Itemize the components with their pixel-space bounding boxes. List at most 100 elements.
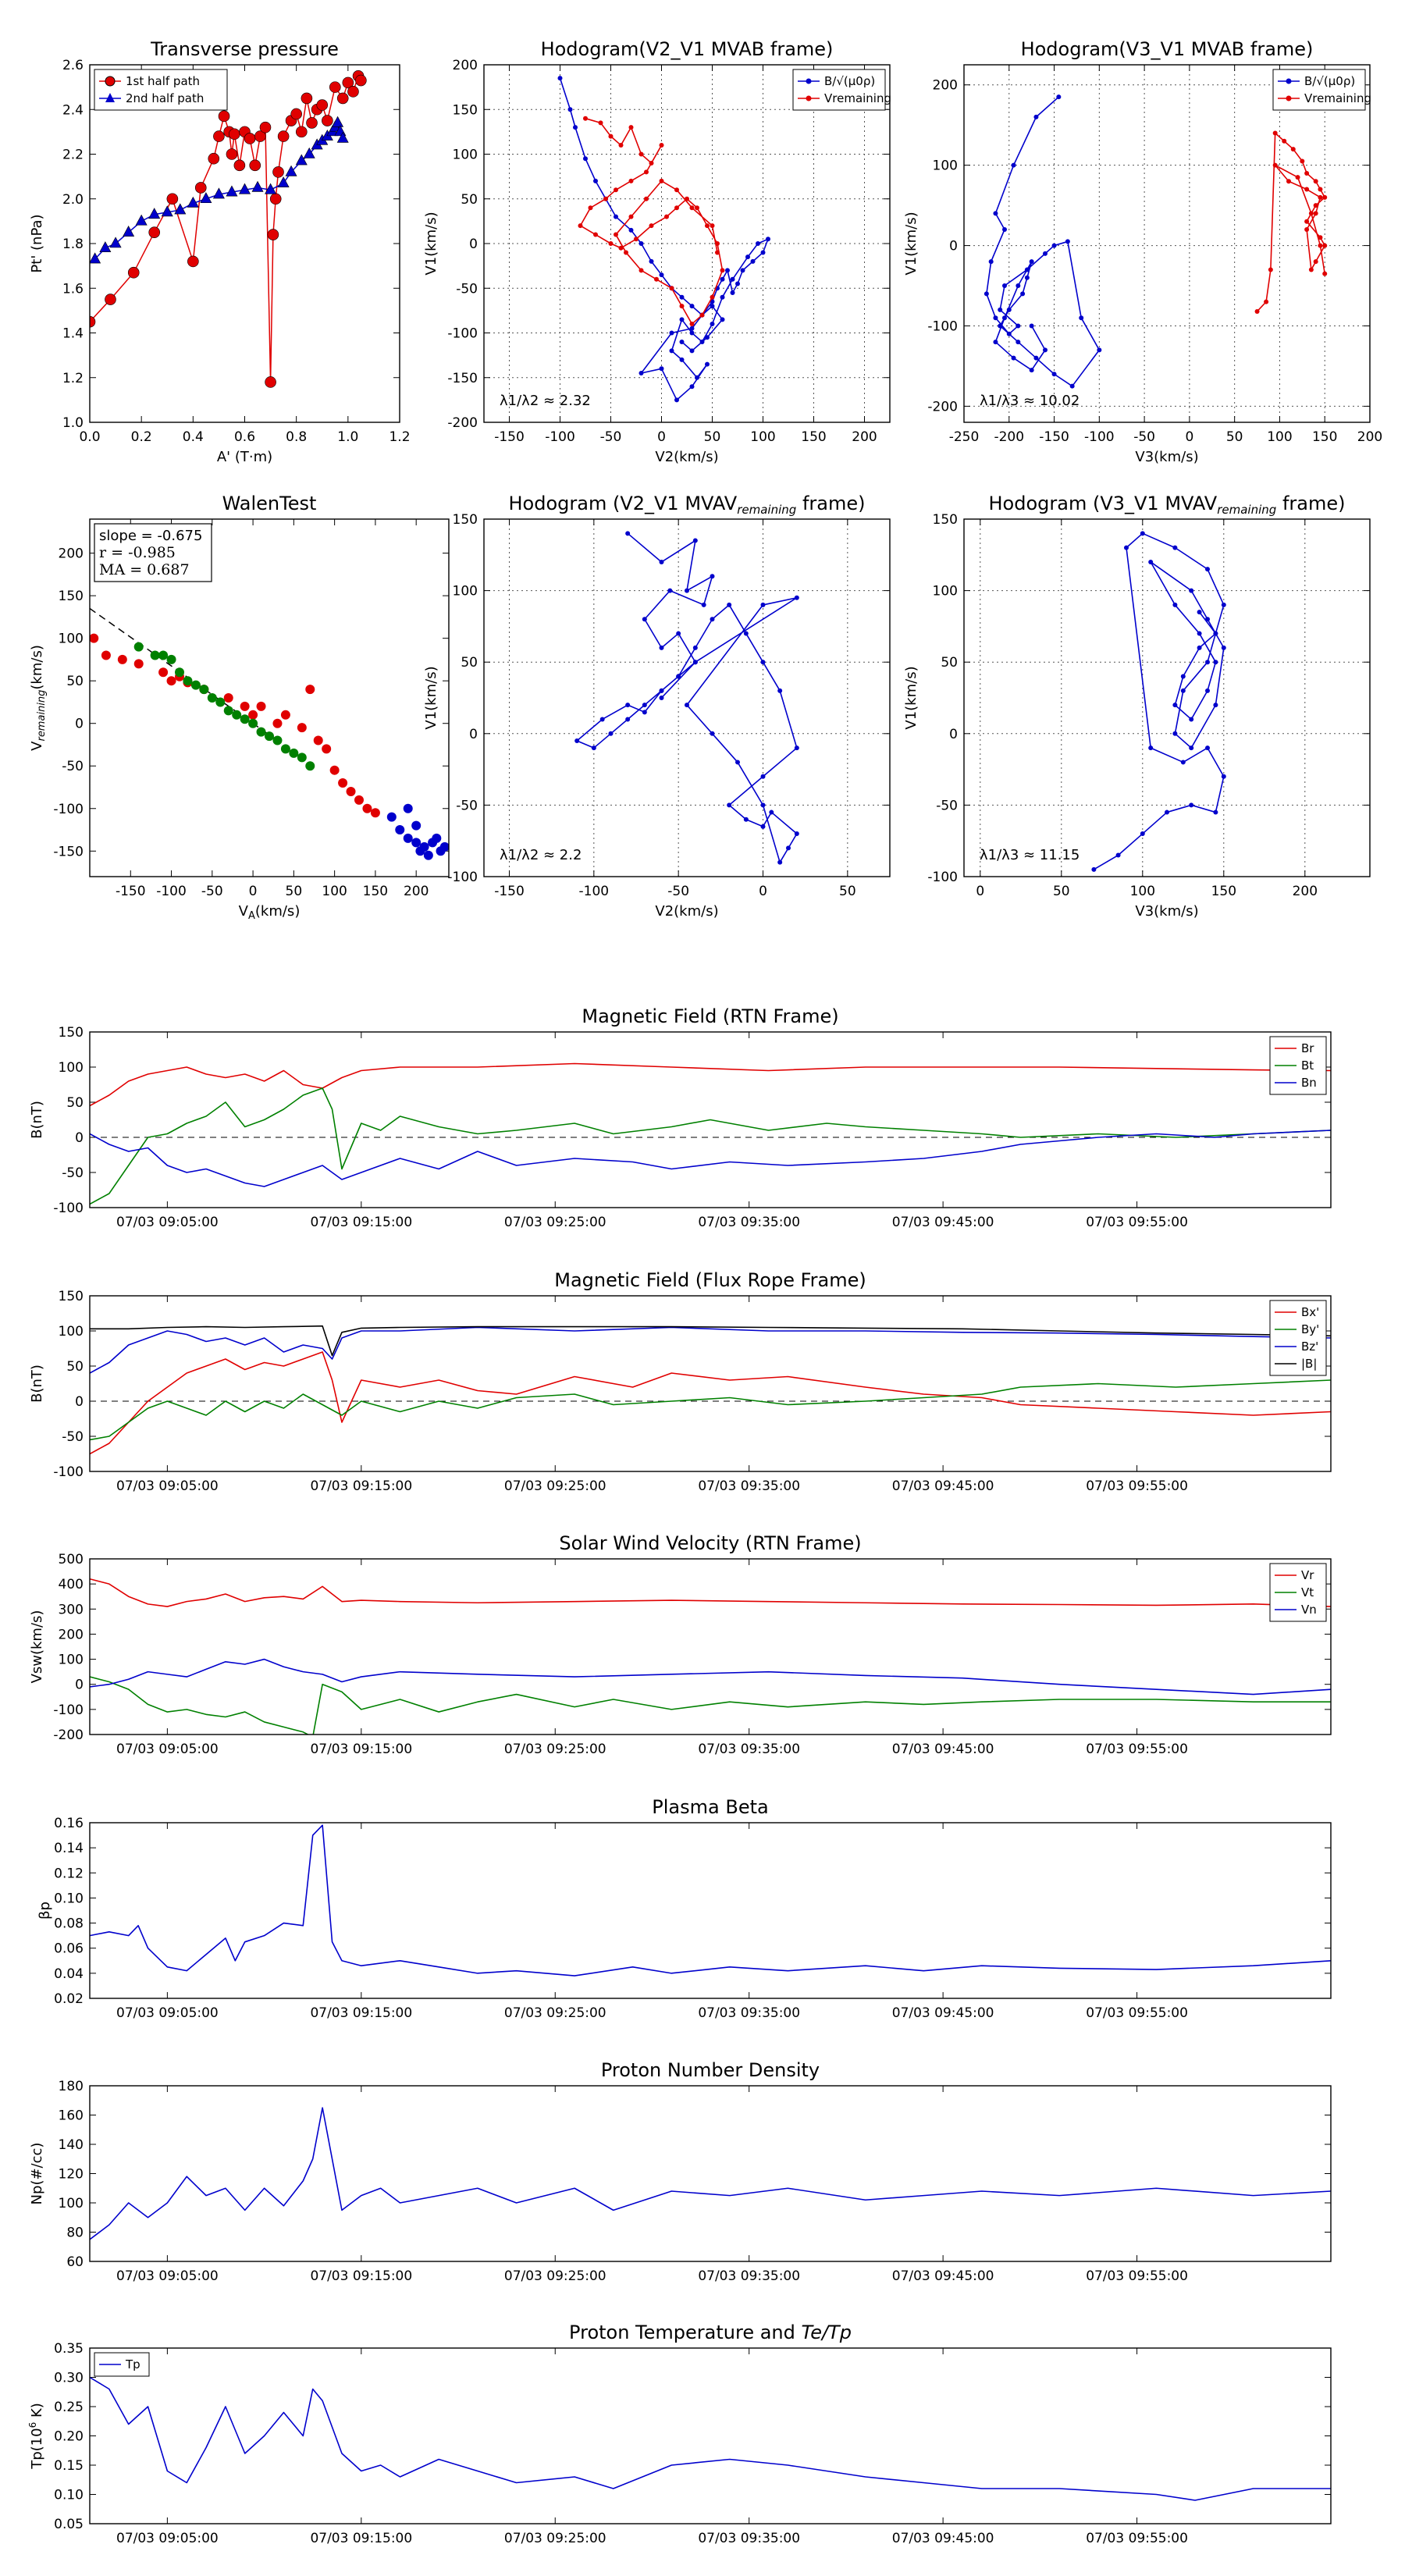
data-point [998,307,1003,312]
data-point [346,786,356,796]
data-point [760,802,766,808]
y-tick-label: 100 [59,2196,84,2211]
y-axis-label: V1(km/s) [903,212,919,275]
data-point [1322,271,1328,276]
data-point [303,147,315,158]
legend: 1st half path 2nd half path [94,69,228,111]
data-point [993,315,998,321]
data-point [295,154,308,165]
data-point [984,291,989,297]
legend-marker [105,93,115,102]
x-tick-label: 07/03 09:25:00 [504,2268,606,2284]
data-point [1290,147,1296,152]
plot-area [90,1824,1331,1976]
y-tick-label: 160 [59,2108,84,2124]
data-point [1115,852,1121,858]
data-point [689,205,695,211]
y-tick-label: -100 [53,1703,84,1718]
data-point [265,731,274,742]
data-point [213,130,225,142]
y-tick-label: 0.20 [54,2429,84,2445]
data-point [265,183,277,194]
data-point [1304,170,1310,176]
x-tick-label: -100 [1084,429,1115,445]
data-point [1016,323,1021,329]
data-point [638,268,644,273]
data-point [336,131,349,143]
data-point [1295,175,1300,180]
data-point [618,143,624,148]
data-point [1313,211,1318,216]
x-tick-label: 0 [1185,429,1193,445]
legend-label: Bz' [1301,1340,1318,1354]
data-point [644,169,649,175]
data-point [105,294,116,305]
x-tick-label: 0 [759,884,767,899]
data-point [735,281,740,286]
plot-frame [963,64,1371,423]
stats-line: r = -0.985 [99,544,176,561]
data-point [123,226,135,237]
y-tick-label: 0 [75,1394,84,1410]
legend-marker [806,78,812,84]
data-point [745,254,750,260]
data-point [322,115,333,126]
legend: Bx' By' Bz' |B| [1269,1300,1327,1376]
plot-frame [89,1822,1332,1999]
data-point [218,110,230,123]
x-tick-label: -100 [579,884,610,899]
data-point [669,348,674,354]
data-point [685,703,689,708]
data-point [290,108,302,120]
plot-frame [963,518,1371,877]
data-point [1213,660,1218,665]
x-tick-label: 07/03 09:45:00 [892,2005,994,2021]
data-point [161,205,173,217]
data-point [689,304,695,309]
data-point [1051,372,1057,377]
y-tick-label: -50 [62,1165,84,1181]
x-tick-label: 07/03 09:15:00 [310,1478,412,1494]
data-point [689,348,695,354]
series-b-0--line [986,96,1101,387]
y-tick-label: 150 [453,102,478,118]
legend-label: Tp [125,2357,140,2371]
data-point [578,223,583,229]
x-tick-label: -100 [156,884,187,899]
legend-label: Vremaining [824,91,891,105]
x-tick-label: 07/03 09:55:00 [1086,1478,1188,1494]
x-tick-label: 07/03 09:45:00 [892,2531,994,2546]
y-tick-label: 1.0 [62,415,84,431]
chart-p7: Magnetic Field (RTN Frame) 07/03 09:05:00… [29,1005,1332,1230]
data-point [256,727,266,737]
y-tick-label: -100 [53,1201,84,1216]
y-tick-label: 0.05 [54,2517,84,2532]
title-part: Hodogram (V2_V1 MVAV [509,493,738,514]
data-point [1016,283,1021,289]
y-tick-label: 200 [59,546,84,562]
series-br-line [90,1062,1331,1107]
y-tick-label: 80 [66,2226,84,2241]
y-tick-label: 1.4 [62,326,84,342]
data-point [659,143,664,148]
x-tick-label: 100 [322,884,347,899]
x-tick-label: 07/03 09:35:00 [698,2531,800,2546]
legend: B/√(μ0ρ) Vremaining [792,69,891,111]
data-point [1006,331,1012,336]
x-tick-label: 07/03 09:15:00 [310,2268,412,2284]
y-tick-label: 150 [59,1025,84,1041]
plot-frame [89,2085,1332,2262]
data-point [735,760,740,765]
data-point [676,631,681,636]
title-part: frame) [796,493,865,514]
data-point [756,241,760,246]
y-tick-label: 140 [59,2137,84,2153]
legend-box [1272,69,1366,111]
y-tick-label: 2.4 [62,102,84,118]
stats-box-frame [94,523,212,582]
data-point [634,237,638,242]
plot-area [90,1578,1331,1735]
title-part: Te/Tp [802,2322,852,2343]
data-point [1002,315,1007,321]
data-point [212,187,225,199]
